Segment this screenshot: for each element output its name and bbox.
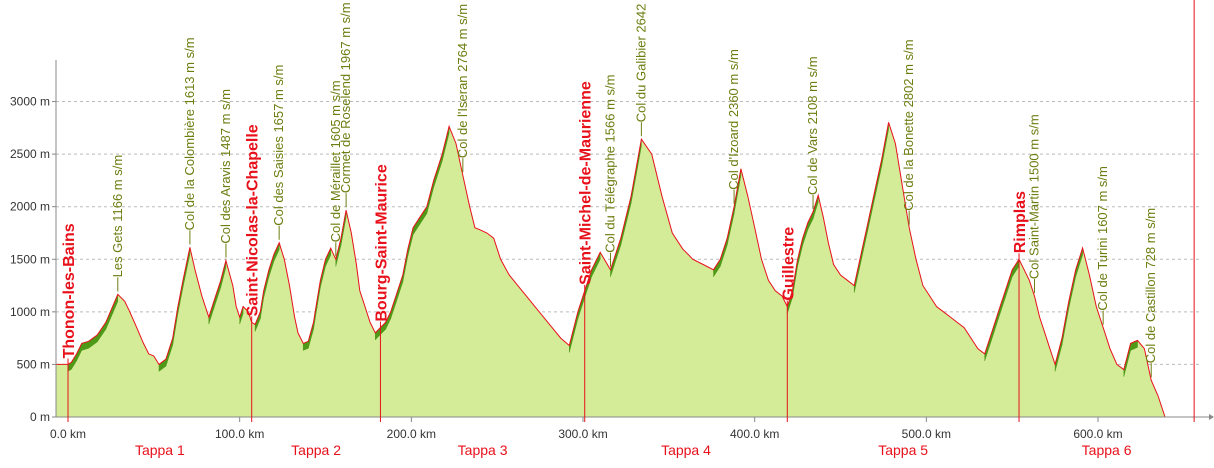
x-tick-label: 400.0 km (730, 427, 779, 441)
peak-label: Col d'Izoard 2360 m s/m (726, 49, 741, 190)
town-label: Saint-Michel-de-Maurienne (578, 81, 595, 285)
peak-label: Les Gets 1166 m s/m (110, 155, 125, 278)
x-tick-label: 300.0 km (558, 427, 607, 441)
y-tick-label: 0 m (30, 410, 50, 424)
town-label: Saint-Nicolas-la-Chapelle (245, 124, 262, 316)
peak-label: Cormet de Roselend 1967 m s/m (338, 2, 353, 193)
town-label: Bourg-Saint-Maurice (373, 164, 390, 321)
stage-label: Tappa 5 (878, 442, 928, 458)
profile-line (56, 122, 1166, 418)
y-tick-label: 500 m (17, 357, 50, 371)
town-label: Guillestre (780, 227, 797, 301)
x-tick-label: 200.0 km (387, 427, 436, 441)
stage-label: Tappa 3 (458, 442, 508, 458)
peak-labels: Les Gets 1166 m s/m Col de la Colombière … (110, 0, 1158, 378)
profile-area (56, 122, 1166, 418)
peak-label: Col du Télégraphe 1566 m s/m (602, 75, 617, 253)
peak-label: Col de Méraillet 1605 m s/m (328, 80, 343, 242)
stage-label: Tappa 6 (1082, 442, 1132, 458)
profile-fill (56, 122, 1165, 418)
peak-label: Col du Galibier 2642 m s/m (633, 0, 648, 122)
peak-label: Col de Vars 2108 m s/m (805, 56, 820, 194)
x-axis-arrow (1209, 414, 1214, 420)
x-tick-label: 100.0 km (215, 427, 264, 441)
y-tick-label: 1000 m (10, 305, 50, 319)
y-axis-ticks: 0 m 500 m 1000 m 1500 m 2000 m 2500 m 3000 m (10, 95, 56, 424)
peak-label: Col de l'Iseran 2764 m s/m (455, 4, 470, 158)
peak-label: Col de la Colombière 1613 m s/m (182, 37, 197, 230)
stage-labels: Tappa 1 Tappa 2 Tappa 3 Tappa 4 Tappa 5 Tappa… (135, 442, 1132, 458)
peak-label: Col des Saisies 1657 m s/m (271, 65, 286, 226)
y-tick-label: 3000 m (10, 95, 50, 109)
x-tick-label: 600.0 km (1073, 427, 1122, 441)
stage-label: Tappa 4 (661, 442, 711, 458)
y-tick-label: 2000 m (10, 200, 50, 214)
peak-label: Col de Castillon 728 m s/m (1143, 208, 1158, 363)
x-axis-ticks: 0.0 km 100.0 km 200.0 km 300.0 km 400.0 km 50… (50, 417, 1123, 441)
axes (55, 60, 1214, 420)
peak-label: Col des Aravis 1487 m s/m (218, 89, 233, 244)
town-label: Menton (1200, 0, 1214, 4)
peak-label: Col de la Bonette 2802 m s/m (901, 39, 916, 210)
stage-label: Tappa 1 (135, 442, 185, 458)
stage-label: Tappa 2 (291, 442, 341, 458)
y-tick-label: 2500 m (10, 147, 50, 161)
town-label: Thonon-les-Bains (61, 223, 78, 358)
x-tick-label: 500.0 km (902, 427, 951, 441)
x-tick-label: 0.0 km (50, 427, 86, 441)
town-labels: Thonon-les-Bains Saint-Nicolas-la-Chapell… (61, 0, 1214, 422)
peak-label: Col Saint-Martin 1500 m s/m (1026, 114, 1041, 279)
y-tick-label: 1500 m (10, 252, 50, 266)
town-label: Rimplas (1012, 191, 1029, 253)
peak-label: Col de Turini 1607 m s/m (1095, 166, 1110, 311)
